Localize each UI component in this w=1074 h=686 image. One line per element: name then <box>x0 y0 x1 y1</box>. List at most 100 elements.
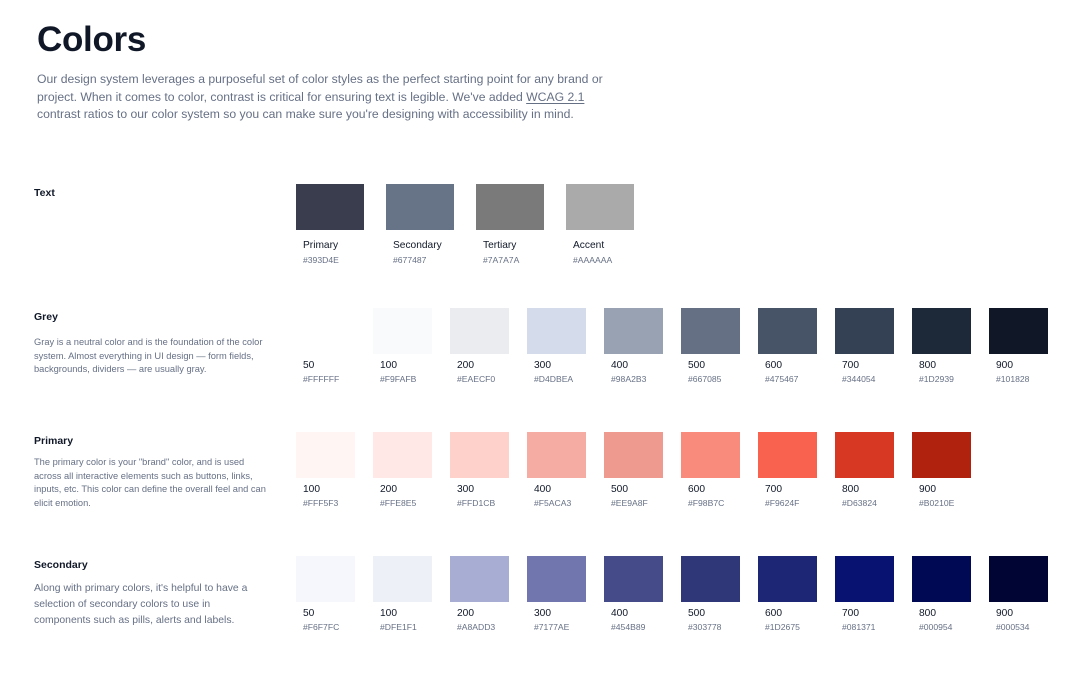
text-color-chip <box>566 184 634 230</box>
grey-swatch: 50 #FFFFFF <box>296 308 355 386</box>
secondary-swatch-hex: #000534 <box>996 622 1030 632</box>
secondary-swatch-name: 100 <box>380 608 397 619</box>
secondary-swatch-name: 50 <box>303 608 315 619</box>
secondary-color-chip <box>450 556 509 602</box>
text-swatch-name: Primary <box>303 240 339 251</box>
section-desc-secondary: Along with primary colors, it's helpful … <box>34 583 248 626</box>
grey-swatch-hex: #475467 <box>765 374 799 384</box>
primary-swatch-hex: #FFD1CB <box>457 498 496 508</box>
text-swatch-name: Accent <box>573 240 605 251</box>
grey-swatch-hex: #101828 <box>996 374 1030 384</box>
primary-swatch-hex: #FFE8E5 <box>380 498 417 508</box>
secondary-swatch-hex: #081371 <box>842 622 876 632</box>
secondary-swatch-name: 600 <box>765 608 782 619</box>
grey-swatch-name: 300 <box>534 360 551 371</box>
primary-color-chip <box>912 432 971 478</box>
text-swatch-hex: #677487 <box>393 255 427 265</box>
grey-swatch: 500 #667085 <box>681 308 740 386</box>
text-color-chip <box>476 184 544 230</box>
grey-swatch-hex: #667085 <box>688 374 722 384</box>
intro-text-start: Our design system leverages a purposeful… <box>37 72 603 104</box>
secondary-color-chip <box>527 556 586 602</box>
primary-swatch-hex: #F98B7C <box>688 498 725 508</box>
primary-swatch: 300 #FFD1CB <box>450 432 509 510</box>
secondary-swatch-hex: #A8ADD3 <box>457 622 496 632</box>
grey-swatch: 800 #1D2939 <box>912 308 971 386</box>
secondary-swatch-name: 500 <box>688 608 705 619</box>
primary-color-chip <box>681 432 740 478</box>
grey-color-chip <box>373 308 432 354</box>
primary-swatch-name: 600 <box>688 484 705 495</box>
primary-color-chip <box>527 432 586 478</box>
text-color-chip <box>296 184 364 230</box>
primary-swatch: 400 #F5ACA3 <box>527 432 586 510</box>
secondary-swatch-hex: #1D2675 <box>765 622 800 632</box>
section-title-primary: Primary <box>34 435 74 447</box>
secondary-swatch: 600 #1D2675 <box>758 556 817 634</box>
primary-color-chip <box>450 432 509 478</box>
text-swatch-hex: #393D4E <box>303 255 339 265</box>
secondary-swatch-hex: #7177AE <box>534 622 570 632</box>
grey-swatch: 700 #344054 <box>835 308 894 386</box>
primary-swatch: 800 #D63824 <box>835 432 894 510</box>
intro-text-end: contrast ratios to our color system so y… <box>37 107 574 121</box>
secondary-swatch-row: 50 #F6F7FC 100 #DFE1F1 200 #A8ADD3 300 #7177AE 4… <box>296 556 1066 634</box>
secondary-swatch: 500 #303778 <box>681 556 740 634</box>
secondary-swatch-hex: #F6F7FC <box>303 622 340 632</box>
primary-swatch-hex: #F9624F <box>765 498 800 508</box>
primary-color-chip <box>835 432 894 478</box>
intro-paragraph: Our design system leverages a purposeful… <box>37 71 617 124</box>
primary-swatch: 600 #F98B7C <box>681 432 740 510</box>
grey-color-chip <box>758 308 817 354</box>
grey-swatch-hex: #98A2B3 <box>611 374 647 384</box>
primary-swatch-hex: #D63824 <box>842 498 877 508</box>
page-title: Colors <box>37 20 147 59</box>
secondary-color-chip <box>373 556 432 602</box>
grey-swatch-name: 100 <box>380 360 397 371</box>
grey-color-chip <box>835 308 894 354</box>
primary-swatch-name: 500 <box>611 484 628 495</box>
secondary-color-chip <box>758 556 817 602</box>
section-desc-grey: Gray is a neutral color and is the found… <box>34 337 263 375</box>
secondary-swatch-name: 900 <box>996 608 1013 619</box>
grey-color-chip <box>450 308 509 354</box>
section-title-secondary: Secondary <box>34 559 88 571</box>
grey-swatch: 900 #101828 <box>989 308 1048 386</box>
text-color-chip <box>386 184 454 230</box>
grey-swatch-name: 200 <box>457 360 474 371</box>
primary-swatch-hex: #FFF5F3 <box>303 498 339 508</box>
primary-swatch-name: 200 <box>380 484 397 495</box>
primary-swatch: 700 #F9624F <box>758 432 817 510</box>
text-swatch-name: Tertiary <box>483 240 517 251</box>
secondary-color-chip <box>912 556 971 602</box>
wcag-link[interactable]: WCAG 2.1 <box>526 89 585 104</box>
grey-swatch: 200 #EAECF0 <box>450 308 509 386</box>
grey-color-chip <box>527 308 586 354</box>
primary-swatch-hex: #EE9A8F <box>611 498 648 508</box>
section-title-grey: Grey <box>34 311 58 323</box>
grey-color-chip <box>604 308 663 354</box>
text-swatch-hex: #7A7A7A <box>483 255 520 265</box>
grey-swatch-hex: #344054 <box>842 374 876 384</box>
secondary-swatch: 300 #7177AE <box>527 556 586 634</box>
primary-swatch: 200 #FFE8E5 <box>373 432 432 510</box>
grey-swatch-hex: #D4DBEA <box>534 374 574 384</box>
secondary-color-chip <box>604 556 663 602</box>
primary-color-chip <box>296 432 355 478</box>
primary-swatch-name: 900 <box>919 484 936 495</box>
secondary-swatch: 200 #A8ADD3 <box>450 556 509 634</box>
text-swatch-hex: #AAAAAA <box>573 255 613 265</box>
text-swatch-name: Secondary <box>393 240 442 251</box>
primary-swatch-name: 800 <box>842 484 859 495</box>
grey-color-chip <box>912 308 971 354</box>
grey-swatch: 400 #98A2B3 <box>604 308 663 386</box>
primary-swatch-hex: #B0210E <box>919 498 955 508</box>
grey-color-chip <box>296 308 355 354</box>
secondary-swatch-hex: #303778 <box>688 622 722 632</box>
secondary-color-chip <box>296 556 355 602</box>
secondary-swatch: 100 #DFE1F1 <box>373 556 432 634</box>
primary-swatch-name: 400 <box>534 484 551 495</box>
primary-color-chip <box>604 432 663 478</box>
primary-swatch: 100 #FFF5F3 <box>296 432 355 510</box>
